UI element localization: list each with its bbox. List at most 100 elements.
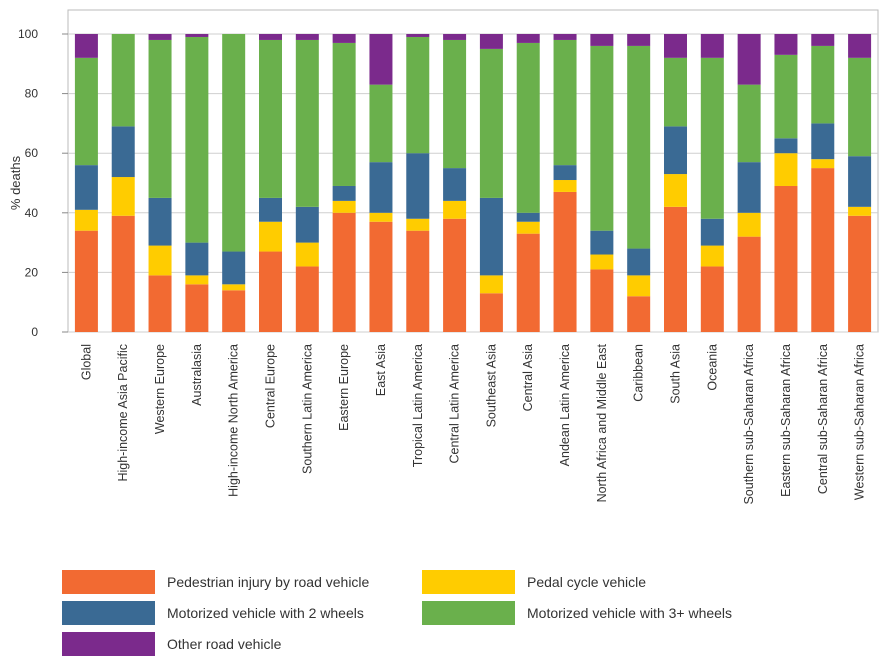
bar-western-europe-pedestrian-injury-by-road-vehicle — [148, 275, 172, 332]
bar-oceania-motorized-vehicle-with-3-wheels — [700, 57, 724, 219]
bar-eastern-sub-saharan-africa-motorized-vehicle-with-2-wheels — [774, 138, 798, 154]
x-tick-label: Eastern sub-Saharan Africa — [779, 344, 793, 497]
bar-western-sub-saharan-africa-motorized-vehicle-with-3-wheels — [848, 57, 872, 157]
bar-north-africa-and-middle-east-motorized-vehicle-with-2-wheels — [590, 230, 614, 255]
bar-global-other-road-vehicle — [74, 34, 98, 58]
bar-tropical-latin-america-pedestrian-injury-by-road-vehicle — [406, 230, 430, 332]
bar-eastern-europe-pedal-cycle-vehicle — [332, 200, 356, 213]
bar-central-europe-motorized-vehicle-with-3-wheels — [259, 39, 282, 198]
bar-central-sub-saharan-africa-pedal-cycle-vehicle — [811, 159, 835, 169]
bar-central-latin-america-motorized-vehicle-with-3-wheels — [443, 39, 467, 169]
bar-central-asia-motorized-vehicle-with-3-wheels — [516, 42, 540, 213]
bar-southern-latin-america-pedestrian-injury-by-road-vehicle — [295, 266, 319, 332]
bar-central-europe-motorized-vehicle-with-2-wheels — [259, 197, 282, 222]
bar-tropical-latin-america-motorized-vehicle-with-3-wheels — [406, 36, 430, 154]
x-tick-label: Central Latin America — [448, 344, 462, 464]
bar-southeast-asia-pedestrian-injury-by-road-vehicle — [479, 293, 503, 332]
x-tick-label: Central Europe — [264, 344, 278, 428]
bar-global-pedestrian-injury-by-road-vehicle — [74, 230, 98, 332]
x-tick-label: Southern sub-Saharan Africa — [742, 344, 756, 505]
bar-south-asia-pedal-cycle-vehicle — [664, 174, 687, 207]
bar-australasia-pedestrian-injury-by-road-vehicle — [185, 284, 209, 332]
bar-central-sub-saharan-africa-other-road-vehicle — [811, 34, 835, 46]
x-tick-label: North Africa and Middle East — [595, 343, 609, 502]
bar-eastern-sub-saharan-africa-other-road-vehicle — [774, 34, 798, 55]
bar-australasia-other-road-vehicle — [185, 34, 209, 37]
bar-southeast-asia-other-road-vehicle — [479, 34, 503, 49]
bar-north-africa-and-middle-east-other-road-vehicle — [590, 34, 614, 46]
bar-central-asia-other-road-vehicle — [516, 34, 540, 43]
bar-oceania-pedal-cycle-vehicle — [700, 245, 724, 267]
bar-central-latin-america-pedal-cycle-vehicle — [443, 200, 467, 219]
x-tick-label: High-income North America — [227, 344, 241, 497]
bar-south-asia-motorized-vehicle-with-2-wheels — [664, 126, 687, 175]
bar-central-europe-other-road-vehicle — [259, 34, 282, 40]
bar-central-asia-pedestrian-injury-by-road-vehicle — [516, 233, 540, 332]
bar-east-asia-motorized-vehicle-with-3-wheels — [369, 84, 393, 163]
bar-southeast-asia-motorized-vehicle-with-2-wheels — [479, 197, 503, 276]
bar-central-latin-america-pedestrian-injury-by-road-vehicle — [443, 218, 467, 332]
bar-oceania-motorized-vehicle-with-2-wheels — [700, 218, 724, 246]
bar-southern-latin-america-other-road-vehicle — [295, 34, 319, 40]
bar-western-sub-saharan-africa-pedal-cycle-vehicle — [848, 206, 872, 216]
bar-south-asia-motorized-vehicle-with-3-wheels — [664, 57, 687, 127]
bar-western-europe-pedal-cycle-vehicle — [148, 245, 172, 276]
x-tick-label: Central Asia — [521, 344, 535, 411]
bar-global-pedal-cycle-vehicle — [74, 209, 98, 231]
bar-high-income-north-america-motorized-vehicle-with-2-wheels — [222, 251, 246, 285]
bar-andean-latin-america-motorized-vehicle-with-2-wheels — [553, 165, 577, 181]
bar-high-income-asia-pacific-pedal-cycle-vehicle — [111, 177, 135, 216]
bar-southern-sub-saharan-africa-pedestrian-injury-by-road-vehicle — [737, 236, 761, 332]
bar-western-sub-saharan-africa-pedestrian-injury-by-road-vehicle — [848, 215, 872, 332]
bar-southeast-asia-pedal-cycle-vehicle — [479, 275, 503, 294]
x-tick-label: Western Europe — [153, 344, 167, 434]
y-tick-label: 100 — [18, 27, 38, 41]
bar-andean-latin-america-pedal-cycle-vehicle — [553, 180, 577, 192]
bar-high-income-north-america-pedestrian-injury-by-road-vehicle — [222, 290, 246, 332]
bar-caribbean-motorized-vehicle-with-3-wheels — [627, 45, 651, 249]
bar-southern-sub-saharan-africa-pedal-cycle-vehicle — [737, 212, 761, 237]
y-tick-label: 0 — [31, 325, 38, 339]
bar-north-africa-and-middle-east-motorized-vehicle-with-3-wheels — [590, 45, 614, 231]
x-tick-label: Southern Latin America — [300, 344, 314, 474]
x-tick-label: Central sub-Saharan Africa — [816, 344, 830, 494]
x-tick-label: High-income Asia Pacific — [116, 344, 130, 482]
bar-high-income-asia-pacific-motorized-vehicle-with-2-wheels — [111, 126, 135, 178]
bar-southern-latin-america-pedal-cycle-vehicle — [295, 242, 319, 267]
bar-australasia-pedal-cycle-vehicle — [185, 275, 209, 285]
bar-east-asia-other-road-vehicle — [369, 34, 393, 85]
bar-central-europe-pedal-cycle-vehicle — [259, 221, 282, 252]
bar-caribbean-pedal-cycle-vehicle — [627, 275, 651, 297]
bar-southeast-asia-motorized-vehicle-with-3-wheels — [479, 48, 503, 198]
bar-oceania-pedestrian-injury-by-road-vehicle — [700, 266, 724, 332]
bar-east-asia-pedal-cycle-vehicle — [369, 212, 393, 222]
bar-east-asia-motorized-vehicle-with-2-wheels — [369, 162, 393, 213]
bar-central-sub-saharan-africa-pedestrian-injury-by-road-vehicle — [811, 168, 835, 332]
x-tick-label: Oceania — [705, 344, 719, 391]
bar-east-asia-pedestrian-injury-by-road-vehicle — [369, 221, 393, 332]
bar-caribbean-other-road-vehicle — [627, 34, 651, 46]
bar-central-sub-saharan-africa-motorized-vehicle-with-2-wheels — [811, 123, 835, 160]
x-tick-label: Southeast Asia — [484, 344, 498, 427]
x-tick-label: Eastern Europe — [337, 344, 351, 431]
bar-high-income-asia-pacific-pedestrian-injury-by-road-vehicle — [111, 215, 135, 332]
bar-australasia-motorized-vehicle-with-2-wheels — [185, 242, 209, 276]
bar-western-europe-motorized-vehicle-with-3-wheels — [148, 39, 172, 198]
bar-southern-sub-saharan-africa-other-road-vehicle — [737, 34, 761, 85]
bar-oceania-other-road-vehicle — [700, 34, 724, 58]
x-tick-label: South Asia — [669, 344, 683, 404]
y-tick-label: 20 — [25, 265, 39, 279]
bar-high-income-asia-pacific-motorized-vehicle-with-3-wheels — [111, 34, 135, 127]
bar-central-asia-pedal-cycle-vehicle — [516, 221, 540, 234]
bar-north-africa-and-middle-east-pedestrian-injury-by-road-vehicle — [590, 269, 614, 332]
bar-western-europe-other-road-vehicle — [148, 34, 172, 40]
bar-north-africa-and-middle-east-pedal-cycle-vehicle — [590, 254, 614, 270]
bar-central-latin-america-motorized-vehicle-with-2-wheels — [443, 168, 467, 201]
bar-caribbean-pedestrian-injury-by-road-vehicle — [627, 296, 651, 332]
bar-andean-latin-america-motorized-vehicle-with-3-wheels — [553, 39, 577, 166]
bar-southern-sub-saharan-africa-motorized-vehicle-with-2-wheels — [737, 162, 761, 213]
bar-australasia-motorized-vehicle-with-3-wheels — [185, 36, 209, 243]
bar-eastern-sub-saharan-africa-motorized-vehicle-with-3-wheels — [774, 54, 798, 139]
